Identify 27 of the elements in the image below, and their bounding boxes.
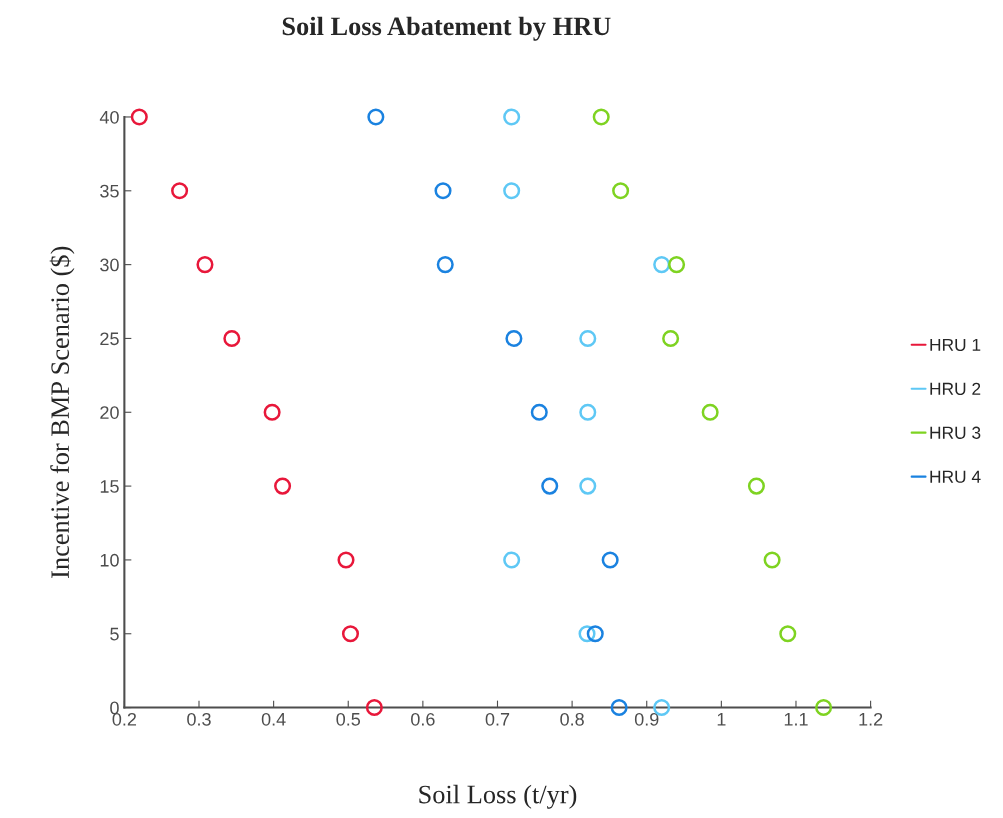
x-tick-label: 0.8 [560, 712, 584, 726]
x-axis-title: Soil Loss (t/yr) [419, 784, 577, 809]
x-tick-label: 1.2 [859, 712, 883, 726]
y-tick-label: 5 [110, 627, 119, 641]
y-tick-label: 30 [100, 258, 119, 272]
x-tick-label: 0.7 [485, 712, 510, 726]
legend-label: HRU 4 [930, 470, 981, 483]
y-tick-label: 10 [100, 553, 119, 567]
x-tick-label: 0.4 [261, 712, 286, 726]
y-tick-label: 15 [100, 480, 119, 493]
x-tick-label: 0.9 [634, 712, 659, 726]
x-tick-label: 0.6 [411, 712, 435, 726]
legend-label: HRU 3 [930, 426, 981, 439]
chart-title: Soil Loss Abatement by HRU [282, 16, 611, 41]
x-tick-label: 1.1 [784, 713, 808, 726]
y-tick-label: 25 [100, 332, 119, 346]
y-axis-title: Incentive for BMP Scenario ($) [49, 246, 75, 578]
x-tick-label: 1 [717, 713, 726, 726]
x-tick-label: 0.2 [112, 712, 137, 726]
y-tick-label: 0 [110, 701, 119, 715]
x-tick-label: 0.5 [336, 712, 361, 726]
y-tick-label: 35 [100, 184, 119, 198]
x-tick-label: 0.3 [187, 712, 211, 726]
legend-label: HRU 1 [930, 338, 981, 351]
y-tick-label: 20 [100, 406, 119, 419]
y-tick-label: 40 [99, 110, 119, 124]
legend-label: HRU 2 [930, 382, 981, 395]
